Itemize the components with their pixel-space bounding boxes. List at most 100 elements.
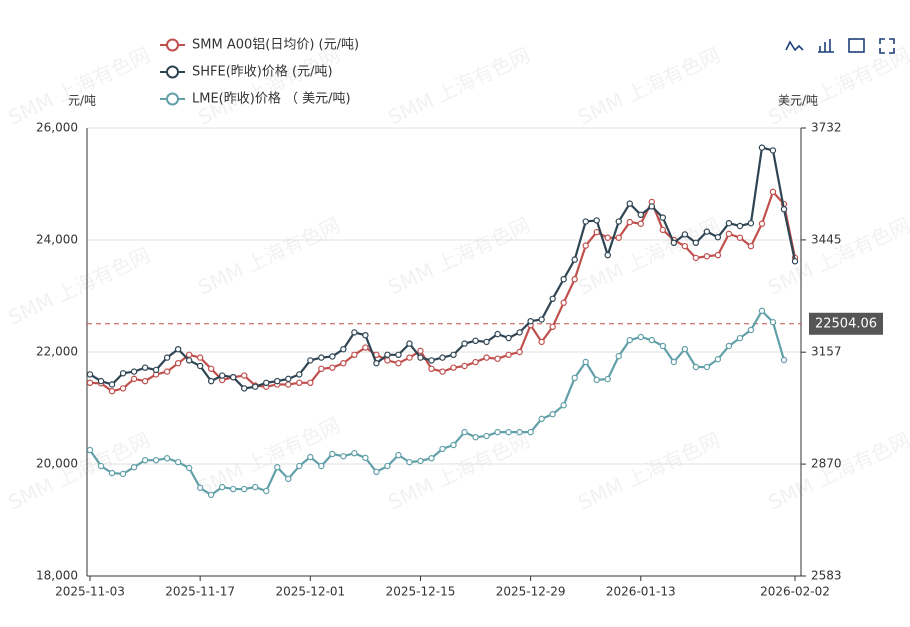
series-line <box>89 309 786 497</box>
data-point <box>196 354 204 361</box>
data-point <box>582 358 589 366</box>
data-point <box>174 346 182 353</box>
watermark: SMM 上海有色网 <box>4 428 153 515</box>
data-point <box>362 344 369 351</box>
data-point <box>241 485 248 493</box>
data-point <box>483 432 490 440</box>
data-point <box>329 364 336 371</box>
data-point <box>472 433 479 441</box>
data-point <box>384 357 391 364</box>
y2-tick-label: 2870 <box>811 457 842 471</box>
data-point <box>439 354 446 361</box>
data-point <box>670 358 678 366</box>
watermark: SMM 上海有色网 <box>194 213 343 300</box>
data-point <box>174 360 182 367</box>
data-point <box>340 360 347 367</box>
tool-fullscreen[interactable] <box>879 38 895 54</box>
data-point <box>758 220 766 227</box>
data-point <box>703 363 711 371</box>
data-point <box>274 464 281 471</box>
data-point <box>296 371 303 378</box>
data-point <box>108 469 116 477</box>
data-point <box>395 451 402 459</box>
data-point <box>428 365 435 372</box>
data-point <box>450 364 457 371</box>
tool-line[interactable] <box>785 40 804 52</box>
data-point <box>483 354 490 361</box>
tool-bar[interactable] <box>818 39 834 53</box>
x-tick-label: 2026-02-02 <box>760 585 830 599</box>
data-point <box>307 379 314 386</box>
data-point <box>736 234 744 241</box>
data-point <box>659 214 667 221</box>
data-point <box>637 333 644 341</box>
data-point <box>637 220 644 227</box>
data-point <box>417 354 424 361</box>
data-point <box>285 475 292 483</box>
data-point <box>86 371 94 378</box>
data-point <box>758 307 766 315</box>
y2-axis-label: 美元/吨 <box>778 94 818 108</box>
data-point <box>141 456 149 464</box>
data-point <box>747 242 755 250</box>
data-point <box>318 354 325 361</box>
data-point <box>274 377 281 385</box>
data-point <box>472 337 479 344</box>
watermark: SMM 上海有色网 <box>574 428 723 515</box>
data-point <box>285 381 292 388</box>
x-tick-label: 2025-11-17 <box>165 585 235 599</box>
data-point <box>516 329 523 336</box>
data-point <box>450 351 457 358</box>
data-point <box>582 218 589 225</box>
data-point <box>703 253 711 260</box>
data-point <box>185 464 193 472</box>
data-point <box>351 449 358 457</box>
data-point <box>86 446 94 454</box>
data-point <box>516 428 523 436</box>
data-point <box>780 356 788 364</box>
watermark: SMM 上海有色网 <box>384 213 533 300</box>
data-point <box>185 357 193 364</box>
tool-save[interactable] <box>848 38 865 53</box>
data-point <box>296 379 303 386</box>
data-point <box>218 483 226 491</box>
data-point <box>714 356 722 363</box>
data-point <box>241 385 248 392</box>
data-point <box>527 428 534 436</box>
data-point <box>395 360 402 367</box>
data-point <box>494 355 501 362</box>
data-point <box>681 242 689 250</box>
data-point <box>538 415 545 423</box>
data-point <box>196 362 204 370</box>
data-point <box>648 336 655 344</box>
data-point <box>604 234 611 241</box>
watermark: SMM 上海有色网 <box>4 43 153 130</box>
data-point <box>152 366 160 374</box>
data-point <box>703 228 711 235</box>
data-point <box>681 231 689 238</box>
data-point <box>86 379 94 386</box>
x-tick-label: 2025-11-03 <box>55 585 125 599</box>
data-point <box>483 338 490 346</box>
data-point <box>505 428 512 436</box>
data-point <box>450 441 457 449</box>
data-point <box>428 455 435 462</box>
x-tick-label: 2025-12-29 <box>496 585 566 599</box>
data-point <box>97 377 105 385</box>
data-point <box>196 484 204 492</box>
data-point <box>725 230 733 238</box>
data-point <box>615 234 622 241</box>
data-point <box>108 388 116 395</box>
data-point <box>747 219 755 227</box>
data-point <box>384 351 391 358</box>
data-point <box>538 316 545 323</box>
data-point <box>207 377 215 385</box>
watermark: SMM 上海有色网 <box>574 43 723 130</box>
data-point <box>439 368 446 375</box>
data-point <box>714 251 722 259</box>
legend-marker <box>166 65 179 79</box>
watermark: SMM 上海有色网 <box>384 428 533 515</box>
data-point <box>439 445 446 453</box>
data-point <box>263 379 270 386</box>
watermark: SMM 上海有色网 <box>764 428 910 515</box>
